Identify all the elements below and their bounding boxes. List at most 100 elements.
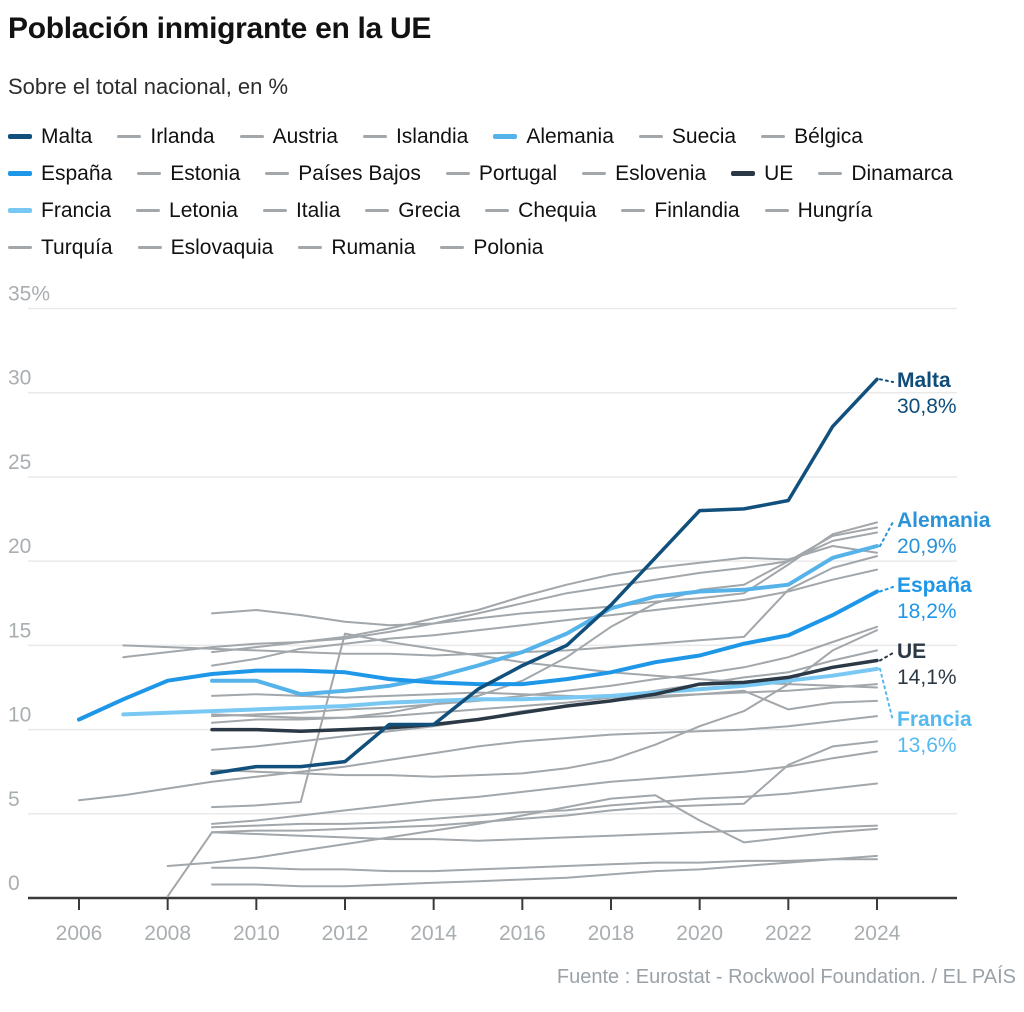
legend-label: Rumania [331, 235, 416, 259]
legend-label: Estonia [170, 161, 241, 185]
source-credit: Fuente : Eurostat - Rockwool Foundation.… [556, 966, 1016, 988]
legend-item-espana: España [8, 162, 112, 186]
series-line-francia [121, 666, 879, 717]
x-tick-label-2016: 2016 [499, 922, 546, 945]
legend-item-finlandia: Finlandia [621, 199, 740, 223]
legend-item-rumania: Rumania [298, 236, 415, 260]
series-line-paises-bajos [211, 625, 878, 718]
y-tick-label-25: 25 [8, 451, 31, 474]
leader-line-alemania [878, 521, 894, 547]
end-label-ue: UE 14,1% [897, 639, 957, 691]
series-line-portugal [211, 629, 878, 778]
legend-label: UE [764, 161, 794, 185]
legend-swatch-icon [8, 134, 32, 139]
y-tick-label-30: 30 [8, 367, 31, 390]
series-line-espana [77, 589, 879, 722]
legend-row-2: España Estonia Países Bajos Portugal Esloven… [8, 155, 1008, 192]
legend-label: Hungría [797, 198, 873, 222]
y-tick-label-15: 15 [8, 619, 31, 642]
legend-label: Islandia [395, 124, 469, 148]
end-label-espana: España 18,2% [897, 573, 972, 625]
legend-label: Suecia [671, 124, 737, 148]
leader-line-espana [878, 586, 894, 593]
legend-label: Grecia [398, 198, 461, 222]
end-label-value: 30,8% [897, 395, 957, 418]
x-tick-label-2010: 2010 [233, 922, 280, 945]
legend-swatch-icon [621, 209, 646, 212]
legend-item-eslovenia: Eslovenia [582, 162, 706, 186]
y-tick-label-35: 35% [8, 283, 50, 306]
y-tick-label-10: 10 [8, 704, 31, 727]
chart-canvas: 35% 30 25 20 15 10 5 0 2006 2008 2010 2012 2014 2016 2… [8, 283, 957, 945]
legend-swatch-icon [485, 209, 510, 212]
legend-label: Eslovenia [615, 161, 707, 185]
legend-label: Polonia [473, 235, 544, 259]
legend-swatch-icon [298, 246, 323, 249]
legend: Malta Irlanda Austria Islandia Alemania Sueci… [8, 118, 1008, 266]
legend-item-francia: Francia [8, 199, 111, 223]
y-tick-label-20: 20 [8, 535, 31, 558]
legend-label: Italia [295, 198, 341, 222]
legend-swatch-icon [8, 208, 32, 213]
legend-item-turquia: Turquía [8, 236, 113, 260]
legend-swatch-icon [262, 209, 287, 212]
chart-title: Población inmigrante en la UE [8, 12, 432, 45]
legend-item-ue: UE [731, 162, 793, 186]
legend-item-belgica: Bélgica [761, 125, 863, 149]
legend-row-3: Francia Letonia Italia Grecia Chequia Finland… [8, 192, 1008, 229]
series-line-irlanda [211, 521, 878, 627]
legend-swatch-icon [239, 135, 264, 138]
series-line-rumania [211, 858, 878, 873]
legend-label: Chequia [518, 198, 597, 222]
leader-line-francia [878, 667, 894, 722]
legend-item-dinamarca: Dinamarca [818, 162, 953, 186]
legend-item-malta: Malta [8, 125, 92, 149]
y-tick-label-5: 5 [8, 788, 20, 811]
series-line-eslovaquia [166, 824, 878, 898]
series-line-turquia [166, 794, 878, 867]
series-line-chequia [211, 740, 878, 834]
legend-label: Irlanda [150, 124, 215, 148]
legend-item-italia: Italia [262, 198, 341, 223]
legend-label: Bélgica [794, 124, 863, 148]
series-line-finlandia [211, 750, 878, 825]
legend-item-islandia: Islandia [362, 124, 469, 149]
legend-swatch-icon [761, 135, 786, 138]
end-label-value: 14,1% [897, 666, 957, 689]
legend-swatch-icon [440, 246, 465, 249]
legend-swatch-icon [582, 172, 607, 175]
legend-label: Portugal [478, 161, 558, 185]
legend-item-letonia: Letonia [136, 199, 238, 223]
legend-item-suecia: Suecia [638, 124, 737, 149]
legend-item-austria: Austria [239, 124, 338, 149]
legend-swatch-icon [731, 171, 756, 176]
line-chart: 35% 30 25 20 15 10 5 0 2006 2008 2010 2012 2014 2016 2… [0, 270, 1024, 970]
x-tick-label-2006: 2006 [56, 922, 103, 945]
legend-label: Francia [41, 198, 112, 222]
legend-item-hungria: Hungría [764, 198, 873, 223]
legend-swatch-icon [8, 171, 32, 176]
legend-label: Austria [272, 124, 338, 148]
legend-swatch-icon [365, 209, 390, 212]
y-tick-label-0: 0 [8, 872, 20, 895]
x-tick-label-2012: 2012 [322, 922, 369, 945]
leader-line-malta [878, 378, 894, 383]
end-label-value: 18,2% [897, 600, 957, 623]
legend-swatch-icon [362, 135, 387, 138]
end-label-francia: Francia 13,6% [897, 707, 972, 759]
end-label-value: 20,9% [897, 535, 957, 558]
legend-swatch-icon [136, 209, 161, 212]
end-label-alemania: Alemania 20,9% [897, 508, 990, 560]
leader-line-ue [878, 652, 894, 662]
x-tick-label-2018: 2018 [588, 922, 635, 945]
legend-label: Malta [41, 124, 93, 148]
end-label-name: Malta [897, 369, 951, 392]
series-line-austria [122, 531, 878, 659]
legend-label: Dinamarca [851, 161, 953, 185]
series-line-italia [78, 715, 878, 802]
legend-swatch-icon [764, 209, 789, 212]
legend-swatch-icon [493, 134, 518, 139]
legend-item-portugal: Portugal [445, 161, 558, 186]
x-tick-label-2020: 2020 [676, 922, 723, 945]
legend-swatch-icon [8, 246, 32, 249]
